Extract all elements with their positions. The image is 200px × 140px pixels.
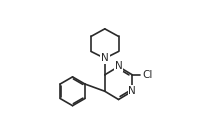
Text: N: N [128,86,136,96]
Text: N: N [101,53,109,63]
Text: Cl: Cl [143,70,153,80]
Text: N: N [115,61,122,71]
